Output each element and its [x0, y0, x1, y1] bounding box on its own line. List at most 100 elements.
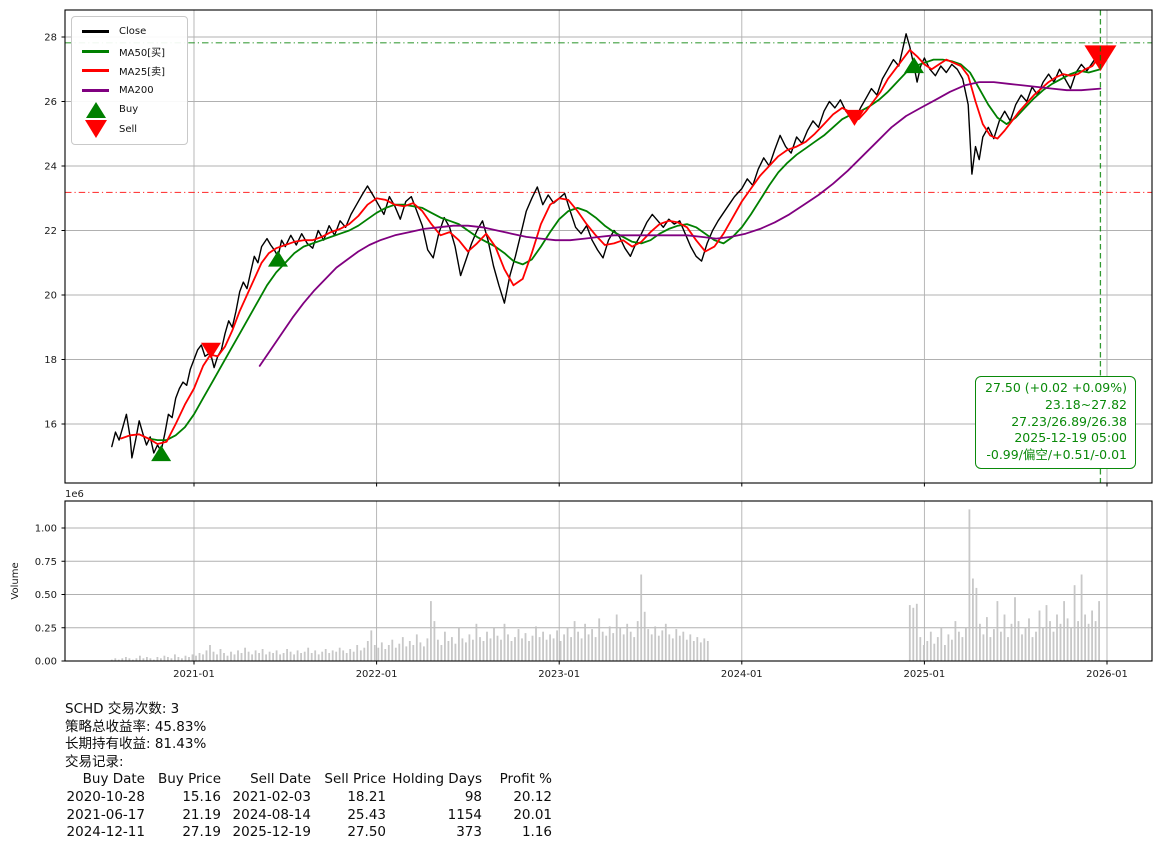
volume-bar [706, 641, 709, 661]
volume-bar [338, 647, 341, 661]
volume-bar [1084, 614, 1086, 661]
col-buy-price: Buy Price [157, 771, 221, 788]
legend-item-sell: Sell [79, 120, 181, 140]
volume-bar [205, 650, 208, 661]
volume-bar [1010, 623, 1013, 661]
volume-bar [447, 641, 450, 661]
hold-return-line: 长期持有收益: 81.43% [65, 736, 207, 753]
legend-label: Sell [119, 123, 138, 135]
x-tick-label: 2026-01 [1086, 669, 1128, 680]
volume-bar [472, 639, 474, 661]
volume-bar [1059, 623, 1062, 661]
trade-row: 2021-06-17 21.19 2024-08-14 25.43 1154 2… [65, 807, 552, 825]
volume-bar [156, 657, 159, 661]
volume-bar [1077, 621, 1079, 661]
buy-marker [903, 57, 924, 74]
volume-bar [496, 635, 499, 661]
volume-bar [240, 653, 243, 661]
volume-bar [394, 647, 397, 661]
ma50-line [147, 58, 1102, 442]
volume-bar [289, 651, 292, 661]
volume-bar [135, 658, 138, 661]
volume-bar [587, 634, 590, 661]
volume-bar [500, 639, 502, 661]
volume-bar [356, 645, 359, 661]
volume-bar [479, 637, 481, 661]
volume-bar [699, 642, 702, 661]
volume-tick-label: 0.25 [35, 623, 57, 634]
volume-bar [654, 626, 657, 661]
legend-label: Buy [119, 104, 139, 116]
volume-bar [279, 654, 281, 661]
ma25-line [120, 49, 1102, 445]
cell-buy-price: 21.19 [182, 806, 221, 823]
volume-bar [188, 657, 190, 661]
price-tick-label: 22 [44, 226, 57, 237]
volume-bar [177, 657, 180, 661]
volume-bar [415, 634, 418, 661]
legend-item-ma200: MA200 [79, 81, 181, 101]
volume-bar [965, 627, 967, 661]
volume-bar [331, 650, 334, 661]
volume-bar [226, 655, 229, 661]
cell-profit: 20.01 [513, 806, 552, 823]
volume-bar [317, 654, 320, 661]
cell-holding-days: 98 [464, 788, 482, 805]
volume-bar [117, 659, 120, 661]
volume-bar [440, 645, 443, 661]
volume-bar [233, 654, 236, 661]
volume-bar [626, 623, 629, 661]
cell-buy-date: 2021-06-17 [66, 806, 145, 823]
quote-datetime: 2025-12-19 05:00 [1014, 430, 1127, 446]
volume-bar [668, 634, 671, 661]
volume-bar [559, 641, 562, 661]
volume-bar [149, 658, 152, 661]
volume-bar [139, 655, 141, 661]
volume-bar [986, 617, 988, 661]
trade-row: 2024-12-11 27.19 2025-12-19 27.50 373 1.… [65, 824, 552, 842]
x-tick-label: 2024-01 [721, 669, 763, 680]
volume-bar [1028, 618, 1030, 661]
x-tick-label: 2021-01 [173, 669, 215, 680]
volume-bar [310, 653, 313, 661]
volume-bar [1014, 597, 1016, 661]
volume-bar [566, 627, 569, 661]
ma25-line-swatch [79, 69, 112, 73]
volume-bar [219, 649, 222, 661]
volume-bar [433, 621, 436, 661]
volume-bar [268, 651, 271, 661]
volume-bar [121, 658, 124, 661]
volume-bar [282, 653, 285, 661]
volume-bar [692, 641, 695, 661]
legend-item-buy: Buy [79, 100, 181, 120]
volume-bar [1066, 618, 1069, 661]
volume-bar [1052, 631, 1055, 661]
buy-marker [151, 445, 172, 462]
volume-bar [486, 631, 488, 661]
volume-bar [1091, 610, 1093, 661]
volume-bar [244, 647, 246, 661]
volume-bar [503, 623, 506, 661]
volume-bar [272, 653, 274, 661]
volume-bar [254, 650, 257, 661]
volume-bar [675, 629, 678, 661]
volume-bar [664, 623, 667, 661]
volume-bar [947, 634, 950, 661]
volume-bar [650, 634, 653, 661]
volume-bar [251, 654, 253, 661]
volume-bar [300, 653, 302, 661]
price-tick-label: 28 [44, 33, 57, 44]
cell-profit: 20.12 [513, 788, 552, 805]
volume-bar [521, 638, 523, 661]
volume-bar [265, 654, 267, 661]
volume-bar [678, 635, 681, 661]
volume-bar [423, 646, 425, 661]
volume-bar [933, 643, 936, 661]
volume-tick-label: 0.75 [35, 557, 57, 568]
volume-bar [549, 634, 551, 661]
volume-bar [594, 637, 597, 661]
volume-bar [643, 611, 646, 661]
volume-bar [989, 637, 992, 661]
close-line [111, 33, 1102, 459]
volume-bar [181, 658, 183, 661]
